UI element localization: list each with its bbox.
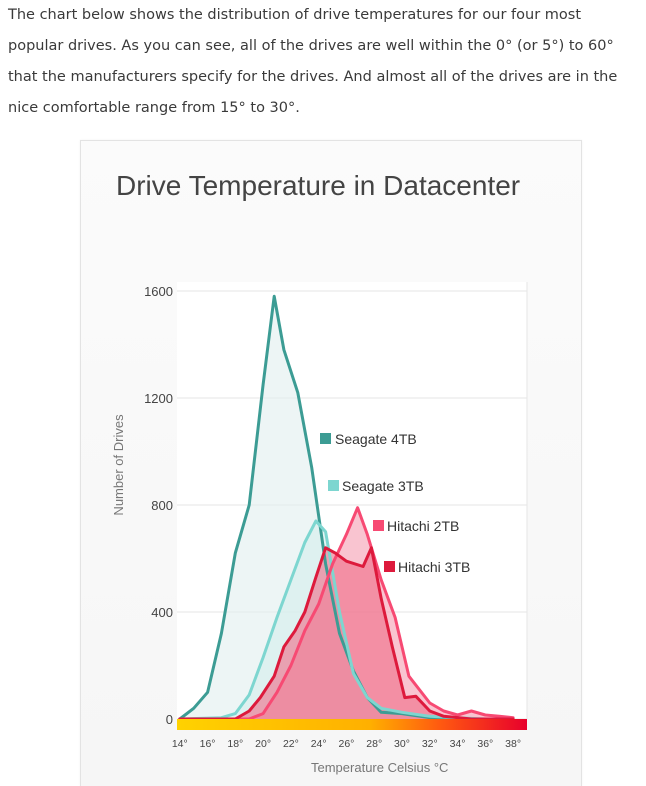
area-seagate-3tb [179, 521, 514, 719]
x-tick-label: 28° [366, 738, 382, 750]
intro-paragraph: The chart below shows the distribution o… [8, 7, 618, 116]
x-tick-label: 32° [422, 738, 438, 750]
series-line-seagate-3tb [178, 519, 515, 721]
x-tick-label: 24° [311, 738, 327, 750]
series-line-hitachi-2tb [178, 506, 515, 721]
series-line-hitachi-3tb [178, 546, 515, 721]
temperature-gradient-bar [177, 719, 527, 730]
x-tick-label: 18° [227, 738, 243, 750]
area-seagate-4tb [179, 296, 514, 719]
legend-label-hitachi-3tb: Hitachi 3TB [398, 559, 470, 575]
legend-swatch-seagate-4tb [320, 433, 331, 444]
x-tick-label: 36° [477, 738, 493, 750]
x-tick-label: 20° [255, 738, 271, 750]
x-tick-label: 14° [172, 738, 188, 750]
chart-title: Drive Temperature in Datacenter [116, 170, 521, 201]
legend-swatch-hitachi-2tb [373, 520, 384, 531]
y-tick-label: 1600 [144, 284, 173, 299]
x-tick-label: 30° [394, 738, 410, 750]
legend-label-seagate-4tb: Seagate 4TB [335, 431, 417, 447]
legend-swatch-hitachi-3tb [384, 561, 395, 572]
y-tick-label: 800 [151, 498, 173, 513]
x-axis-label: Temperature Celsius °C [311, 760, 448, 775]
x-tick-label: 34° [450, 738, 466, 750]
x-tick-label: 16° [200, 738, 216, 750]
y-tick-label: 400 [151, 605, 173, 620]
y-tick-label: 1200 [144, 391, 173, 406]
legend-swatch-seagate-3tb [328, 480, 339, 491]
x-tick-label: 26° [338, 738, 354, 750]
y-axis-label: Number of Drives [111, 414, 126, 516]
legend-label-seagate-3tb: Seagate 3TB [342, 478, 424, 494]
area-hitachi-3tb [179, 547, 514, 719]
x-tick-label: 22° [283, 738, 299, 750]
legend-label-hitachi-2tb: Hitachi 2TB [387, 518, 459, 534]
x-tick-label: 38° [505, 738, 521, 750]
y-tick-label: 0 [166, 712, 173, 727]
